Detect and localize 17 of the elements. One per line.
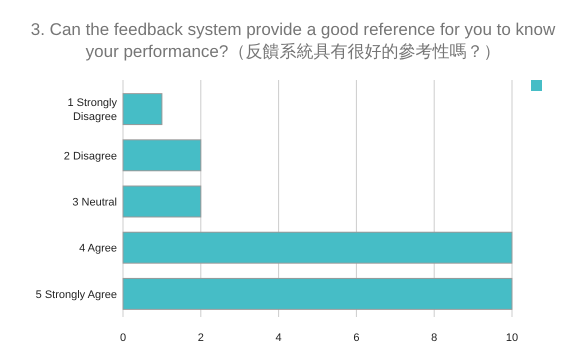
y-tick-label: 2 Disagree: [64, 150, 117, 162]
y-tick-label: 1 Strongly Disagree: [67, 97, 118, 124]
x-tick-label: 6: [353, 332, 360, 344]
bar: [122, 232, 512, 264]
bar: [122, 93, 162, 126]
x-tick-label: 0: [120, 332, 126, 344]
x-tick-label: 4: [276, 332, 282, 344]
x-tick-label: 8: [431, 332, 438, 344]
chart-title: 3. Can the feedback system provide a good reference for you to know your performance?（反饋系統具有很好的參考性嗎？）: [30, 20, 556, 61]
bar: [122, 186, 202, 218]
y-tick-label: 3 Neutral: [72, 196, 117, 208]
y-tick-label: 4 Agree: [79, 242, 117, 255]
y-tick-label: 5 Strongly Agree: [36, 288, 117, 301]
x-tick-label: 10: [506, 332, 518, 344]
bar: [122, 278, 512, 310]
x-tick-label: 2: [198, 332, 204, 344]
bar: [122, 139, 202, 172]
